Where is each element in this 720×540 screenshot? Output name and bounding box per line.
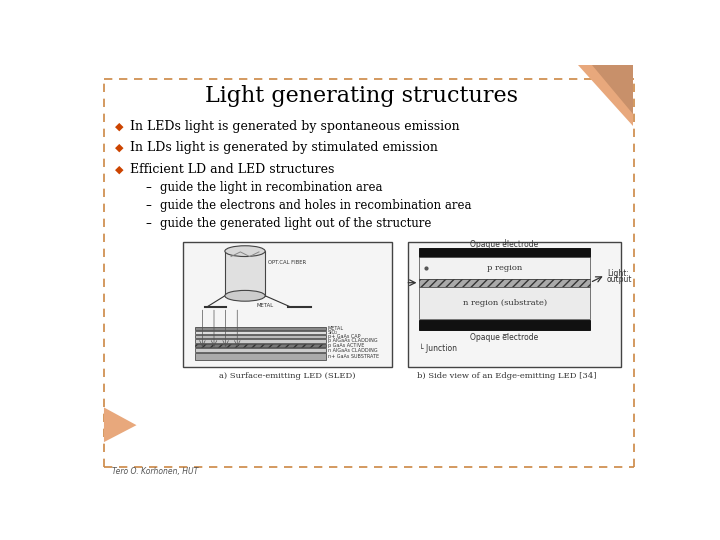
Text: n AlGaAs CLADDING: n AlGaAs CLADDING bbox=[328, 348, 377, 353]
Text: guide the light in recombination area: guide the light in recombination area bbox=[160, 181, 382, 194]
Text: METAL: METAL bbox=[256, 302, 274, 308]
Text: Efficient LD and LED structures: Efficient LD and LED structures bbox=[130, 163, 335, 176]
Bar bbox=[194, 348, 326, 352]
Text: Tero O. Korhonen, HUT: Tero O. Korhonen, HUT bbox=[112, 467, 198, 476]
Text: –: – bbox=[145, 199, 151, 212]
Text: p+ GaAs CAP: p+ GaAs CAP bbox=[328, 334, 361, 339]
Text: In LDs light is generated by stimulated emission: In LDs light is generated by stimulated … bbox=[130, 141, 438, 154]
Text: guide the electrons and holes in recombination area: guide the electrons and holes in recombi… bbox=[160, 199, 472, 212]
Text: +: + bbox=[501, 238, 508, 247]
Bar bbox=[419, 257, 590, 279]
Text: n+ GaAs SUBSTRATE: n+ GaAs SUBSTRATE bbox=[328, 354, 379, 359]
Text: p region: p region bbox=[487, 264, 522, 272]
Bar bbox=[419, 279, 590, 287]
Text: Opaque electrode: Opaque electrode bbox=[470, 333, 539, 342]
Ellipse shape bbox=[225, 246, 265, 256]
Polygon shape bbox=[578, 65, 632, 126]
Bar bbox=[194, 331, 326, 334]
Text: ◆: ◆ bbox=[115, 143, 124, 153]
Text: a) Surface-emitting LED (SLED): a) Surface-emitting LED (SLED) bbox=[220, 372, 356, 380]
Text: guide the generated light out of the structure: guide the generated light out of the str… bbox=[160, 217, 431, 230]
Text: –: – bbox=[145, 181, 151, 194]
Text: n region (substrate): n region (substrate) bbox=[462, 299, 546, 307]
Text: └ Junction: └ Junction bbox=[419, 343, 457, 353]
Polygon shape bbox=[104, 408, 137, 442]
Ellipse shape bbox=[225, 291, 265, 301]
Bar bbox=[194, 339, 326, 343]
Bar bbox=[419, 320, 590, 330]
Bar bbox=[194, 343, 326, 347]
Bar bbox=[408, 242, 621, 367]
Bar bbox=[194, 327, 326, 330]
Text: Light generating structures: Light generating structures bbox=[204, 85, 518, 106]
Text: Opaque electrode: Opaque electrode bbox=[470, 240, 539, 249]
Text: p AlGaAs CLADDING: p AlGaAs CLADDING bbox=[328, 339, 377, 343]
Text: OPT.CAL FIBER: OPT.CAL FIBER bbox=[269, 260, 307, 265]
Bar bbox=[419, 248, 590, 257]
Polygon shape bbox=[593, 65, 632, 114]
Text: –: – bbox=[145, 217, 151, 230]
Bar bbox=[419, 287, 590, 319]
Text: −: − bbox=[501, 330, 508, 339]
Text: SiO₂: SiO₂ bbox=[328, 330, 338, 335]
Text: In LEDs light is generated by spontaneous emission: In LEDs light is generated by spontaneou… bbox=[130, 120, 460, 133]
Text: METAL: METAL bbox=[328, 326, 344, 332]
Bar bbox=[225, 251, 265, 296]
Bar bbox=[194, 353, 326, 361]
Text: output: output bbox=[607, 275, 632, 284]
Bar bbox=[194, 335, 326, 338]
Bar bbox=[183, 242, 392, 367]
Text: ◆: ◆ bbox=[115, 165, 124, 174]
Text: p GaAs ACTIVE: p GaAs ACTIVE bbox=[328, 343, 364, 348]
Text: ◆: ◆ bbox=[115, 122, 124, 131]
Text: b) Side view of an Edge-emitting LED [34]: b) Side view of an Edge-emitting LED [34… bbox=[417, 372, 596, 380]
Text: Light:: Light: bbox=[607, 269, 629, 278]
